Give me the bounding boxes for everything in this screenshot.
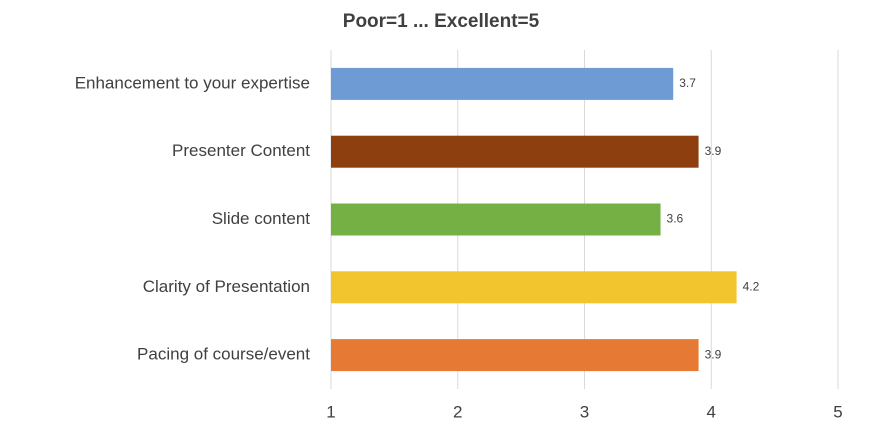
- y-tick-label: Slide content: [212, 209, 311, 228]
- y-tick-label: Enhancement to your expertise: [75, 73, 310, 92]
- x-tick-label: 4: [707, 402, 716, 421]
- value-label: 3.9: [705, 144, 722, 158]
- x-tick-label: 3: [580, 402, 589, 421]
- y-tick-label: Presenter Content: [172, 141, 310, 160]
- bar: [331, 203, 661, 236]
- chart-title: Poor=1 ... Excellent=5: [343, 11, 540, 32]
- value-label: 4.2: [743, 279, 760, 293]
- x-tick-label: 2: [453, 402, 462, 421]
- bar: [331, 339, 699, 372]
- x-tick-label: 1: [326, 402, 335, 421]
- bar: [331, 271, 737, 304]
- value-label: 3.6: [667, 212, 684, 226]
- bar: [331, 135, 699, 168]
- y-tick-label: Pacing of course/event: [137, 345, 310, 364]
- value-label: 3.9: [705, 347, 722, 361]
- value-label: 3.7: [679, 76, 696, 90]
- x-tick-label: 5: [833, 402, 842, 421]
- bar: [331, 67, 674, 100]
- y-tick-label: Clarity of Presentation: [143, 277, 310, 296]
